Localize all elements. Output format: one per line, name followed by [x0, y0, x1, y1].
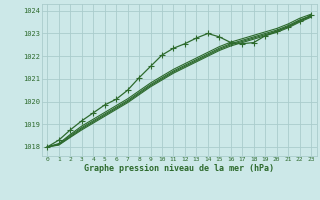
- X-axis label: Graphe pression niveau de la mer (hPa): Graphe pression niveau de la mer (hPa): [84, 164, 274, 173]
